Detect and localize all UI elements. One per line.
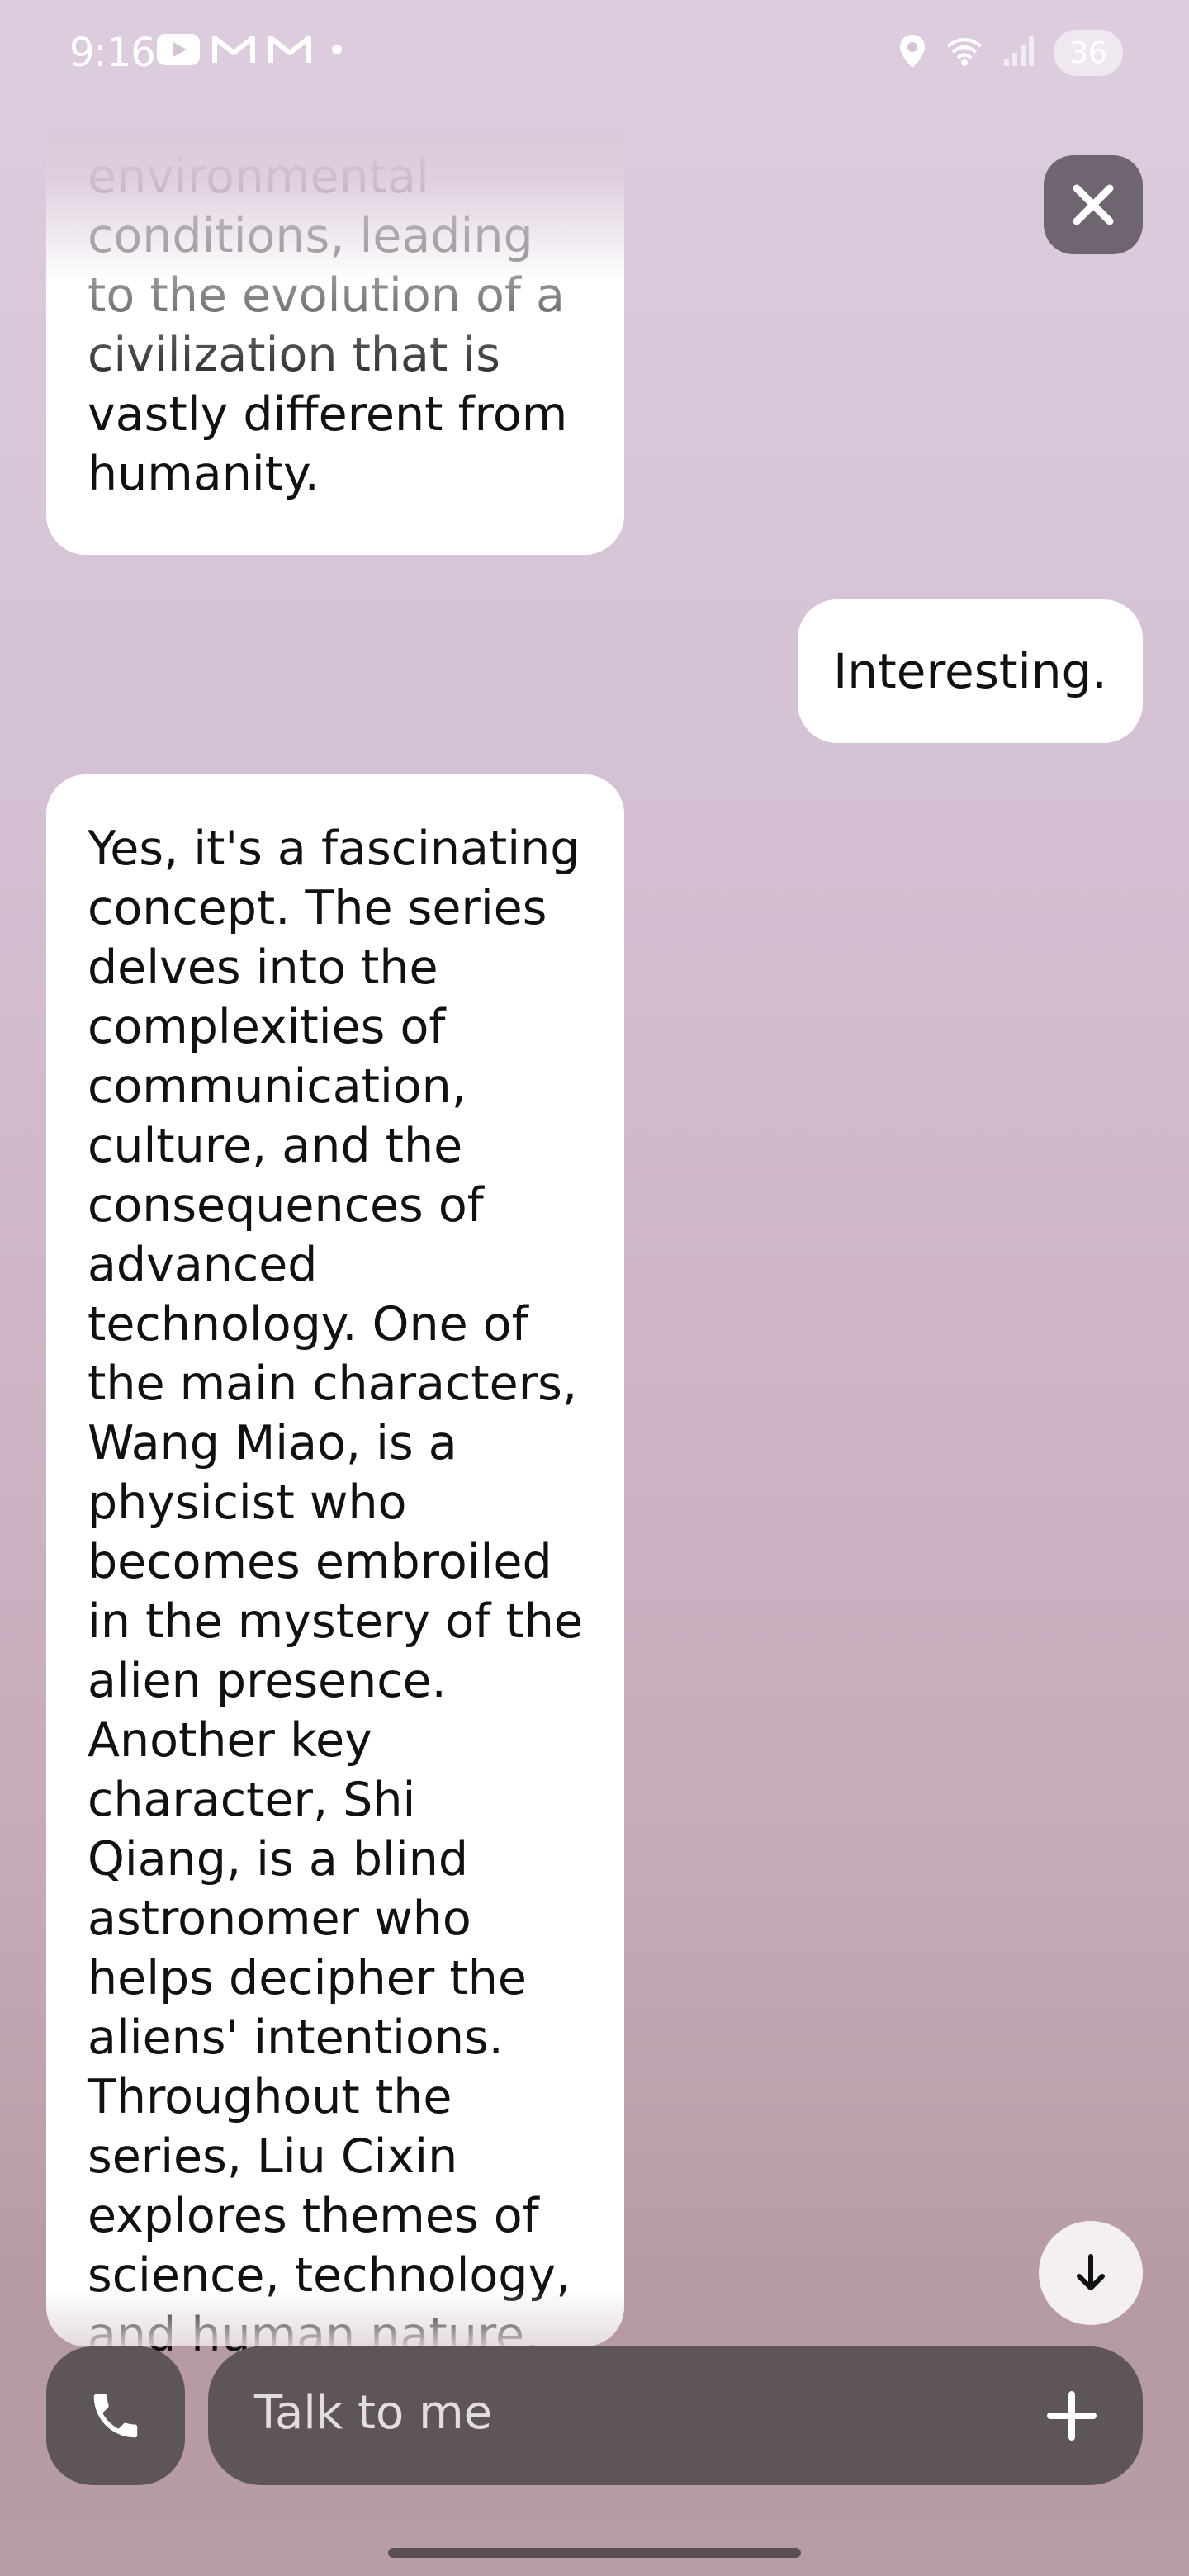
dot-icon [332,45,342,54]
fade-overlay [46,2289,624,2346]
plus-icon[interactable] [1045,2389,1098,2442]
gmail-icon [268,33,312,66]
phone-icon [93,2394,138,2438]
close-icon [1073,184,1114,225]
assistant-message-bubble: environmental conditions, leading to the… [46,132,624,555]
battery-indicator: 36 [1054,30,1123,76]
gmail-icon [211,33,256,66]
message-text: Interesting. [833,643,1107,699]
message-text: Yes, it's a fascinating concept. The ser… [88,822,584,2362]
home-indicator[interactable] [388,2548,801,2558]
youtube-icon [157,34,200,65]
signal-icon [1002,35,1035,71]
system-icons: 36 [898,30,1123,76]
input-placeholder: Talk to me [254,2386,493,2440]
status-bar: 9:16 36 [0,0,1189,107]
location-icon [898,33,926,73]
wifi-icon [945,35,984,71]
scroll-down-button[interactable] [1039,2221,1143,2325]
user-message-bubble: Interesting. [798,599,1143,743]
message-text: environmental conditions, leading to the… [88,149,568,501]
arrow-down-icon [1077,2254,1105,2290]
assistant-message-bubble: Yes, it's a fascinating concept. The ser… [46,774,624,2362]
notification-icons [157,33,342,66]
status-time: 9:16 [69,30,156,76]
close-button[interactable] [1044,155,1143,254]
call-button[interactable] [46,2346,185,2485]
message-input[interactable]: Talk to me [208,2346,1143,2485]
